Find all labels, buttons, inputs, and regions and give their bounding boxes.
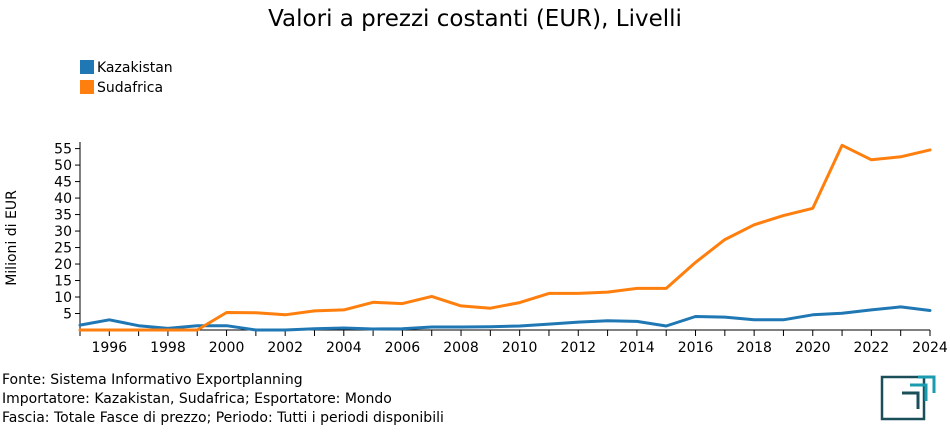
x-tick-label: 2010: [502, 340, 538, 356]
legend-label-sudafrica: Sudafrica: [97, 80, 164, 96]
x-tick-label: 2022: [854, 340, 890, 356]
y-axis-label: Milioni di EUR: [4, 190, 20, 286]
y-tick-label: 45: [54, 175, 72, 191]
x-tick-label: 2008: [443, 340, 479, 356]
exportplanning-logo-icon: [880, 375, 936, 421]
y-tick-label: 15: [54, 274, 72, 290]
x-tick-label: 2000: [209, 340, 245, 356]
y-tick-label: 40: [54, 191, 72, 207]
footer-range: Fascia: Totale Fasce di prezzo; Periodo:…: [2, 410, 444, 426]
x-tick-label: 2014: [619, 340, 655, 356]
series-line-sudafrica: [78, 143, 932, 332]
y-tick-label: 55: [54, 142, 72, 158]
chart-title: Valori a prezzi costanti (EUR), Livelli: [268, 6, 682, 32]
x-tick-label: 2020: [795, 340, 831, 356]
y-tick-label: 35: [54, 208, 72, 224]
footer-importer: Importatore: Kazakistan, Sudafrica; Espo…: [2, 391, 392, 407]
x-tick-label: 2004: [326, 340, 362, 356]
legend-swatch-kazakistan: [80, 60, 94, 74]
legend-item-sudafrica[interactable]: Sudafrica: [80, 80, 163, 96]
legend-label-kazakistan: Kazakistan: [97, 60, 173, 76]
y-tick-label: 30: [54, 224, 72, 240]
y-tick-label: 50: [54, 158, 72, 174]
series-line-kazakistan: [78, 305, 932, 332]
x-tick-label: 2012: [560, 340, 596, 356]
x-tick-label: 1996: [91, 340, 127, 356]
x-tick-label: 2016: [678, 340, 714, 356]
y-tick-label: 25: [54, 241, 72, 257]
legend-item-kazakistan[interactable]: Kazakistan: [80, 60, 173, 76]
legend-swatch-sudafrica: [80, 80, 94, 94]
y-tick-label: 5: [63, 307, 72, 323]
x-tick-label: 2006: [385, 340, 421, 356]
footer-source: Fonte: Sistema Informativo Exportplannin…: [2, 372, 303, 388]
y-tick-label: 10: [54, 290, 72, 306]
x-tick-label: 2018: [736, 340, 772, 356]
chart-series: [78, 143, 932, 332]
y-tick-label: 20: [54, 257, 72, 273]
x-tick-label: 1998: [150, 340, 186, 356]
x-tick-label: 2002: [267, 340, 303, 356]
x-tick-label: 2024: [912, 340, 948, 356]
